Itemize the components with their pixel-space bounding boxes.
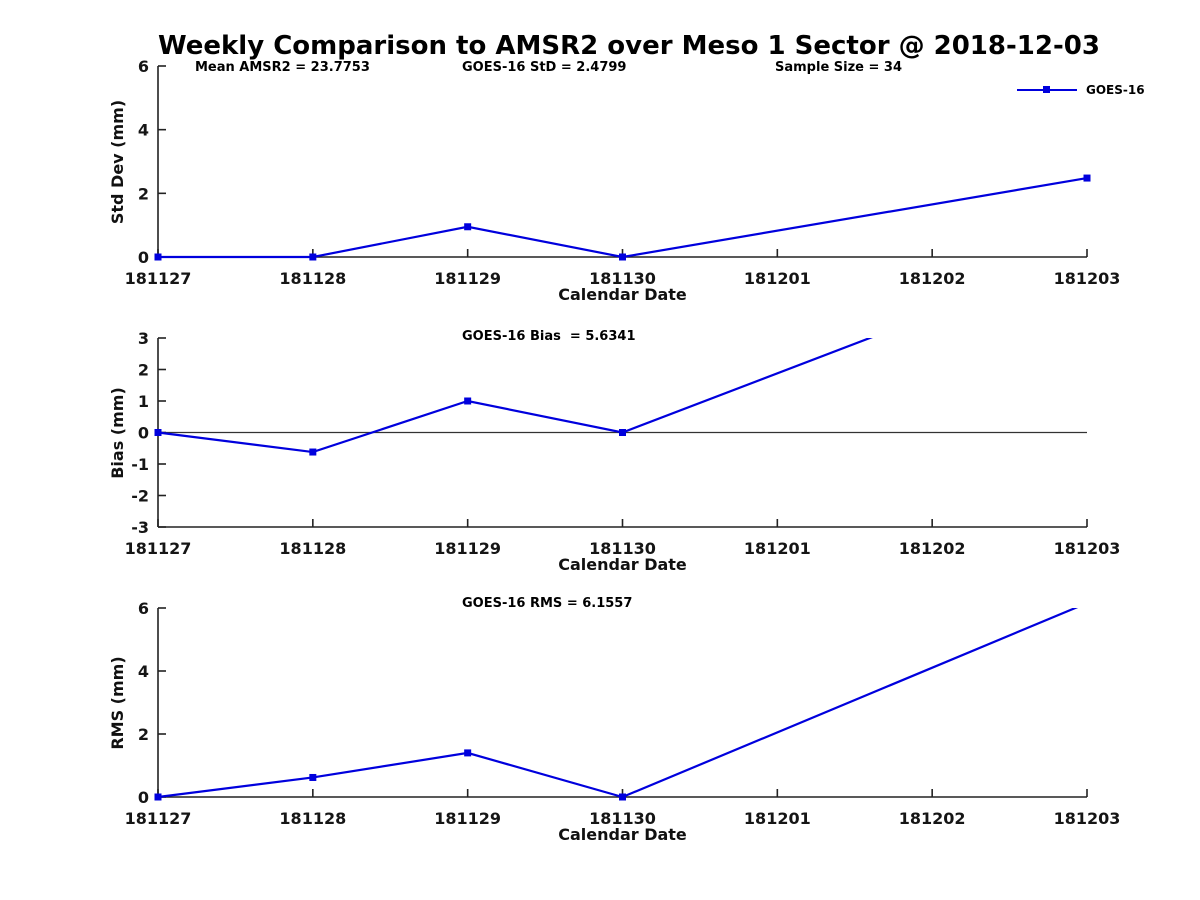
data-point-marker — [464, 749, 472, 757]
y-tick-label: 6 — [138, 599, 149, 618]
x-tick-label: 181203 — [1054, 809, 1121, 828]
data-point-marker — [619, 793, 626, 801]
x-tick-label: 181202 — [899, 539, 966, 558]
y-tick-label: -2 — [131, 487, 149, 506]
stat-mean-amsr2: Mean AMSR2 = 23.7753 — [195, 60, 370, 75]
x-axis-label-top: Calendar Date — [558, 285, 687, 304]
y-tick-label: 2 — [138, 184, 149, 203]
x-tick-label: 181202 — [899, 269, 966, 288]
x-tick-label: 181127 — [125, 539, 192, 558]
data-point-marker — [309, 253, 317, 261]
data-point-marker — [154, 793, 162, 801]
x-tick-label: 181201 — [744, 539, 811, 558]
legend-label: GOES-16 — [1086, 83, 1145, 97]
data-point-marker — [154, 253, 162, 261]
chart-title: Weekly Comparison to AMSR2 over Meso 1 S… — [158, 31, 1100, 61]
data-point-marker — [619, 253, 626, 261]
x-tick-label: 181127 — [125, 269, 192, 288]
x-tick-label: 181201 — [744, 269, 811, 288]
y-tick-label: 4 — [138, 662, 149, 681]
stat-goes16-bias: GOES-16 Bias = 5.6341 — [462, 329, 636, 344]
x-tick-label: 181130 — [589, 539, 656, 558]
y-tick-label: 4 — [138, 121, 149, 140]
stat-goes16-rms: GOES-16 RMS = 6.1557 — [462, 596, 633, 611]
x-tick-label: 181130 — [589, 269, 656, 288]
legend-marker-icon — [1043, 86, 1050, 93]
y-tick-label: 0 — [138, 424, 149, 443]
data-point-marker — [1083, 174, 1091, 182]
x-tick-label: 181128 — [279, 809, 346, 828]
x-tick-label: 181129 — [434, 809, 501, 828]
data-point-marker — [464, 397, 472, 405]
x-axis-label-middle: Calendar Date — [558, 555, 687, 574]
y-tick-label: -3 — [131, 518, 149, 537]
data-point-marker — [154, 429, 162, 436]
x-axis-label-bottom: Calendar Date — [558, 825, 687, 844]
stat-goes16-std: GOES-16 StD = 2.4799 — [462, 60, 627, 75]
y-tick-label: 1 — [138, 392, 149, 411]
x-tick-label: 181201 — [744, 809, 811, 828]
y-tick-label: 6 — [138, 57, 149, 76]
x-tick-label: 181128 — [279, 269, 346, 288]
data-point-marker — [464, 223, 472, 231]
stat-sample-size: Sample Size = 34 — [775, 60, 903, 75]
data-point-marker — [309, 448, 317, 456]
y-tick-label: 2 — [138, 361, 149, 380]
y-tick-label: 3 — [138, 329, 149, 348]
x-tick-label: 181203 — [1054, 269, 1121, 288]
data-point-marker — [309, 773, 317, 781]
y-axis-label-rms: RMS (mm) — [108, 656, 127, 750]
x-tick-label: 181130 — [589, 809, 656, 828]
x-tick-label: 181129 — [434, 539, 501, 558]
x-tick-label: 181127 — [125, 809, 192, 828]
y-axis-label-std-dev: Std Dev (mm) — [108, 99, 127, 225]
y-tick-label: 0 — [138, 788, 149, 807]
x-tick-label: 181203 — [1054, 539, 1121, 558]
y-tick-label: 0 — [138, 248, 149, 267]
data-line — [158, 176, 1088, 259]
data-line — [157, 608, 1079, 799]
x-tick-label: 181128 — [279, 539, 346, 558]
y-tick-label: -1 — [131, 455, 149, 474]
data-point-marker — [619, 429, 626, 436]
y-axis-label-bias: Bias (mm) — [108, 387, 127, 479]
x-tick-label: 181129 — [434, 269, 501, 288]
x-tick-label: 181202 — [899, 809, 966, 828]
y-tick-label: 2 — [138, 725, 149, 744]
